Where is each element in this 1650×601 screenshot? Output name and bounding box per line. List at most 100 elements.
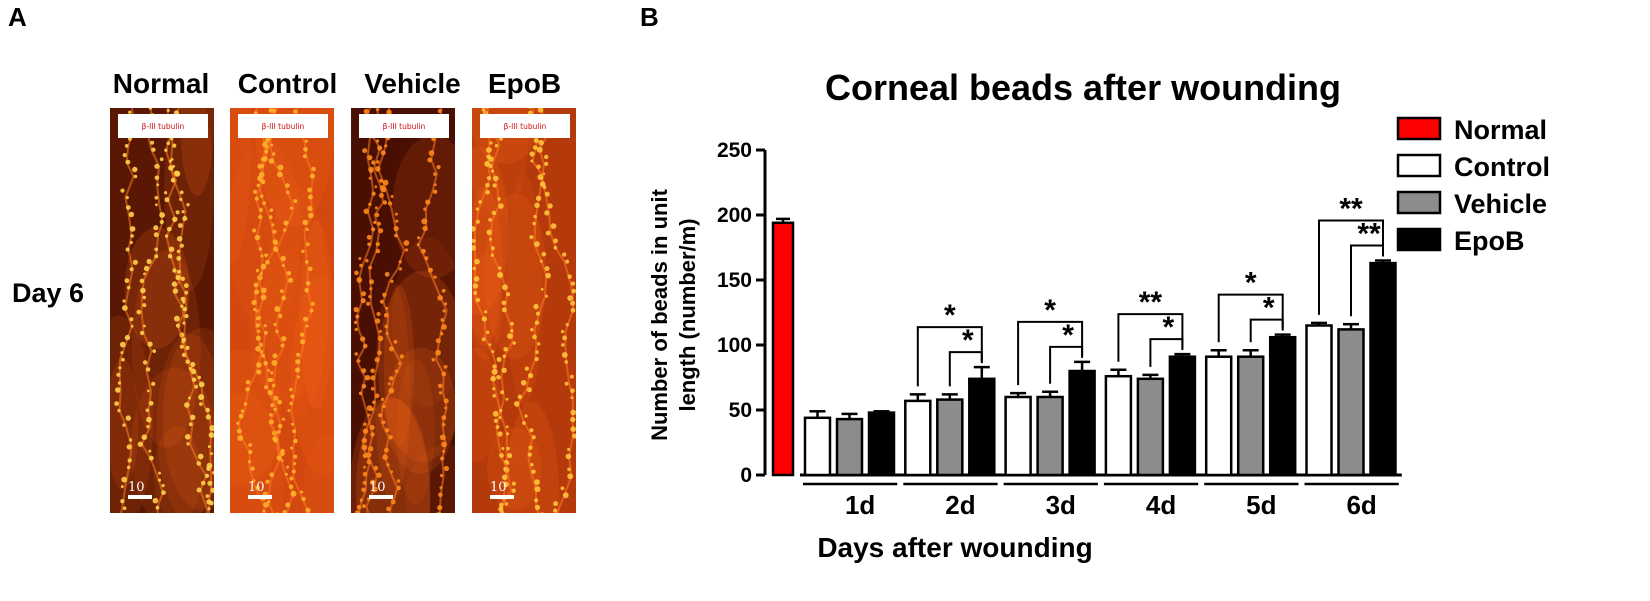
nerve-bead xyxy=(562,335,567,341)
nerve-bead xyxy=(281,417,285,421)
nerve-bead xyxy=(520,380,527,386)
nerve-bead xyxy=(511,481,516,486)
nerve-bead xyxy=(142,303,147,308)
nerve-bead xyxy=(377,350,382,356)
nerve-bead xyxy=(545,294,548,298)
nerve-bead xyxy=(207,445,211,449)
nerve-bead xyxy=(501,307,507,313)
nerve-bead xyxy=(151,381,156,386)
nerve-bead xyxy=(425,199,431,205)
nerve-bead xyxy=(171,281,178,287)
nerve-bead xyxy=(180,304,184,308)
nerve-bead xyxy=(492,394,496,398)
nerve-bead xyxy=(271,360,278,366)
scale-bar-control xyxy=(248,495,272,499)
nerve-bead xyxy=(378,413,383,418)
nerve-bead xyxy=(553,501,559,507)
nerve-bead xyxy=(125,415,131,421)
nerve-bead xyxy=(394,212,398,216)
nerve-bead xyxy=(353,306,359,313)
nerve-bead xyxy=(281,264,285,267)
nerve-bead xyxy=(567,274,572,279)
nerve-bead xyxy=(179,190,184,195)
nerve-bead xyxy=(122,299,126,303)
nerve-bead xyxy=(128,211,135,218)
nerve-bead xyxy=(376,160,380,164)
nerve-bead xyxy=(248,443,253,447)
nerve-bead xyxy=(534,479,540,485)
nerve-bead xyxy=(498,203,504,209)
nerve-bead xyxy=(510,329,514,333)
nerve-bead xyxy=(491,368,498,375)
nerve-bead xyxy=(198,394,205,401)
nerve-bead xyxy=(184,434,191,440)
nerve-bead xyxy=(567,473,574,480)
nerve-bead xyxy=(371,227,376,232)
nerve-bead xyxy=(272,383,276,388)
significance-bracket-inner xyxy=(1350,244,1384,317)
nerve-bead xyxy=(276,455,282,461)
x-category-label: 2d xyxy=(945,490,975,520)
nerve-bead xyxy=(291,422,294,426)
nerve-bead xyxy=(363,108,370,115)
y-axis-title-line-1: Number of beads in unit xyxy=(647,188,672,440)
nerve-bead xyxy=(282,510,287,513)
nerve-bead xyxy=(269,377,274,382)
significance-marker-outer: ** xyxy=(1139,286,1163,319)
significance-marker-inner: * xyxy=(1163,311,1175,344)
nerve-bead xyxy=(125,205,131,210)
nerve-bead xyxy=(374,206,378,210)
nerve-bead xyxy=(553,238,558,244)
nerve-bead xyxy=(472,226,476,232)
nerve-bead xyxy=(421,248,426,254)
nerve-bead xyxy=(151,147,156,152)
nerve-bead xyxy=(534,504,541,510)
nerve-bead xyxy=(188,396,191,400)
nerve-bead xyxy=(168,165,174,171)
nerve-bead xyxy=(393,340,398,344)
nerve-bead xyxy=(360,298,366,304)
nerve-bead xyxy=(472,245,477,251)
stain-label-control: β-III tubulin xyxy=(238,114,328,138)
nerve-bead xyxy=(534,498,539,503)
nerve-bead xyxy=(154,195,159,200)
nerve-bead xyxy=(122,506,127,511)
nerve-bead xyxy=(570,281,576,286)
nerve-bead xyxy=(208,432,214,438)
nerve-bead xyxy=(188,422,193,427)
nerve-bead xyxy=(272,353,278,359)
nerve-bead xyxy=(176,236,183,242)
nerve-bead xyxy=(560,486,565,491)
nerve-bead xyxy=(370,479,376,486)
bar-epob-4d xyxy=(1168,355,1197,477)
nerve-bead xyxy=(490,169,495,173)
nerve-bead xyxy=(550,223,557,229)
nerve-bead xyxy=(507,333,513,339)
micrograph-haze xyxy=(396,358,435,505)
nerve-bead xyxy=(128,110,132,114)
nerve-bead xyxy=(295,359,301,365)
nerve-bead xyxy=(253,189,258,194)
nerve-bead xyxy=(181,210,185,214)
nerve-bead xyxy=(140,287,146,294)
nerve-bead xyxy=(441,288,446,293)
nerve-bead xyxy=(501,474,508,481)
micrograph-haze xyxy=(124,227,190,349)
nerve-bead xyxy=(238,413,244,419)
nerve-bead xyxy=(166,109,170,112)
nerve-bead xyxy=(153,232,159,238)
nerve-bead xyxy=(522,421,526,425)
nerve-bead xyxy=(473,291,478,295)
nerve-fiber xyxy=(290,108,314,513)
nerve-bead xyxy=(481,108,486,112)
nerve-bead xyxy=(130,324,134,328)
nerve-bead xyxy=(154,254,159,259)
nerve-bead xyxy=(146,367,151,372)
nerve-bead xyxy=(497,197,501,201)
nerve-bead xyxy=(570,307,576,313)
nerve-bead xyxy=(289,401,293,406)
nerve-bead xyxy=(437,295,443,301)
nerve-bead xyxy=(497,431,503,437)
nerve-bead xyxy=(302,154,307,159)
nerve-bead xyxy=(537,174,544,181)
